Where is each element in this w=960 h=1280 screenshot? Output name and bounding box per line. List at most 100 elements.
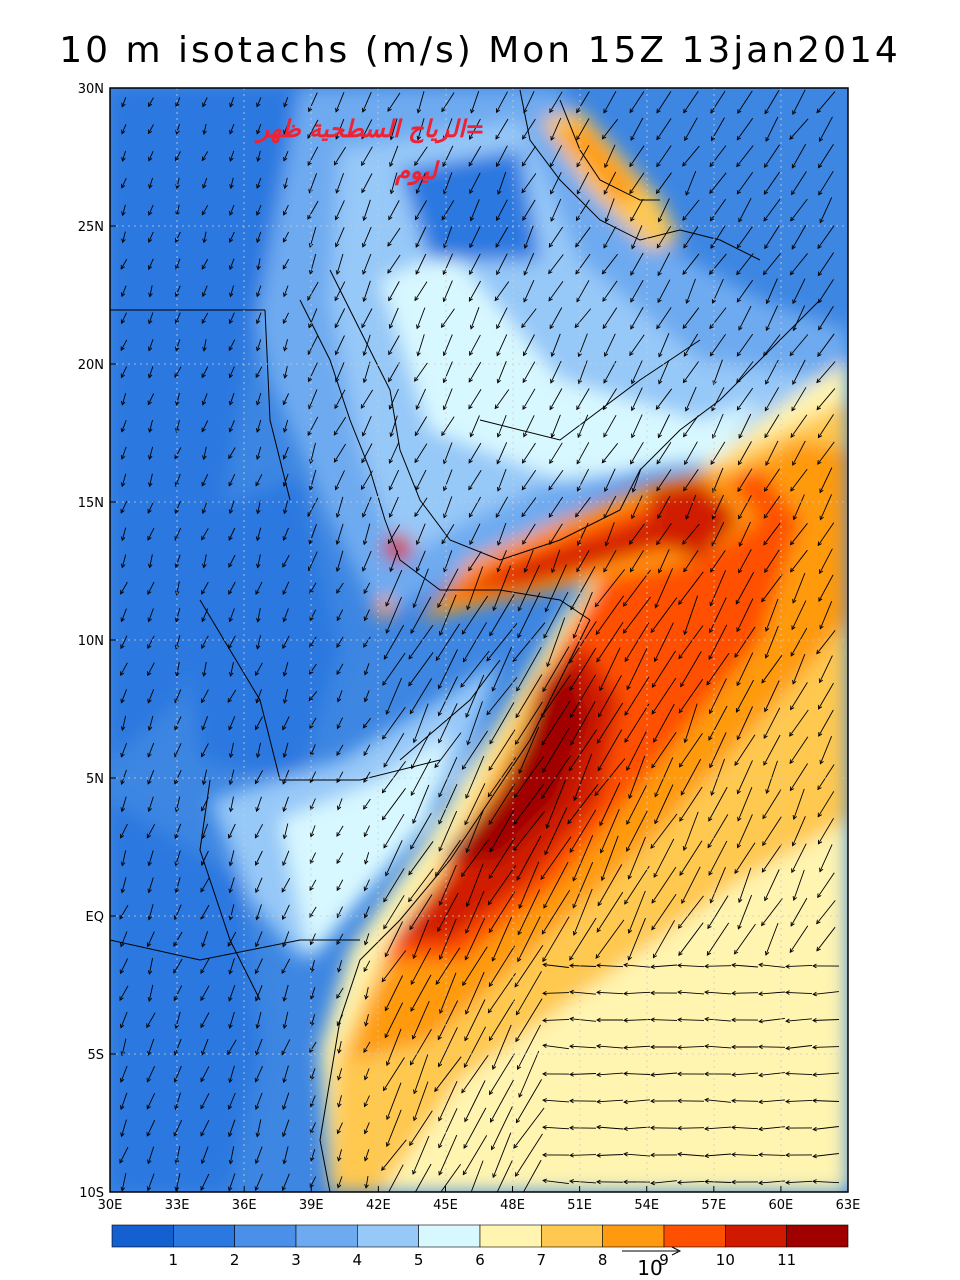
wind-vector-head [385,1142,391,1148]
wind-vector [413,568,429,608]
wind-vector [467,701,483,745]
wind-vector-head [758,1044,763,1050]
wind-vector-head [282,834,288,840]
wind-vector [121,769,127,785]
wind-vector [514,944,544,988]
wind-vector-head [121,157,126,162]
wind-vector-head [790,705,795,711]
wind-vector-head [415,567,421,573]
wind-vector-head [386,1115,391,1121]
wind-vector [516,835,542,881]
wind-vector [713,359,723,385]
wind-vector-head [464,1036,469,1042]
wind-vector [495,118,509,140]
wind-vector [462,730,488,770]
wind-vector-head [437,927,442,933]
wind-vector [573,888,593,936]
wind-vector-head [200,860,206,866]
wind-vector-head [549,459,554,464]
wind-vector-head [604,217,610,223]
wind-vector [389,388,399,410]
wind-vector-head [789,786,795,792]
wind-vector-head [791,163,796,169]
wind-vector [548,496,564,518]
wind-vector-head [334,485,339,491]
wind-vector [677,964,705,968]
wind-vector-head [174,725,179,731]
wind-vector-head [415,189,421,195]
wind-vector-head [147,373,153,379]
wind-vector [792,653,806,685]
wind-vector [496,199,508,221]
wind-vector-head [281,969,286,975]
wind-vector [543,964,569,968]
wind-vector-head [463,1144,468,1149]
wind-vector [512,622,546,662]
wind-vector [818,574,834,602]
wind-vector [488,837,516,879]
colorbar-swatch [111,1224,174,1248]
wind-vector-head [548,296,553,302]
wind-vector-head [818,731,823,737]
wind-vector [790,897,808,927]
wind-vector [736,253,754,275]
wind-vector [677,1045,705,1049]
wind-vector-head [148,482,153,488]
wind-vector-head [336,616,341,622]
wind-vector-head [711,136,716,142]
wind-vector-head [623,1179,628,1185]
wind-vector [201,608,209,622]
wind-vector-head [146,833,151,839]
wind-vector-head [333,160,339,166]
wind-vector-head [228,1078,233,1084]
wind-vector [629,172,645,194]
wind-vector [309,906,317,918]
wind-vector-head [148,292,153,298]
wind-vector [361,146,373,166]
wind-vector [790,253,808,275]
wind-vector [283,1011,289,1029]
wind-vector [468,551,482,571]
wind-vector-head [736,351,742,357]
wind-vector [148,339,154,351]
wind-vector [709,597,727,633]
wind-vector [683,361,699,383]
wind-vector [440,1164,461,1192]
wind-vector [229,500,235,514]
wind-vector-head [363,697,369,703]
wind-vector [704,1153,732,1157]
wind-vector-head [789,135,794,140]
wind-vector-head [148,428,153,433]
wind-vector-head [254,1186,259,1192]
wind-vector [704,1126,732,1130]
wind-vector-head [201,589,206,595]
wind-vector [413,1081,429,1121]
wind-vector-head [461,629,467,635]
wind-vector [334,281,346,301]
wind-vector [443,550,453,572]
wind-vector-head [521,323,526,329]
wind-vector-head [572,930,578,936]
wind-vector-head [336,588,341,594]
wind-vector-head [334,215,340,221]
wind-vector [415,226,427,248]
wind-vector-head [228,1024,233,1029]
wind-vector [414,443,428,463]
lon-label: 60E [769,1198,794,1213]
wind-vector-head [309,643,314,648]
wind-vector [706,652,730,686]
wind-vector [705,1018,731,1022]
wind-vector-head [819,218,824,224]
wind-vector-head [790,486,795,492]
wind-vector-head [734,761,739,766]
wind-vector [468,470,482,490]
wind-vector [147,689,155,703]
wind-vector-head [738,217,743,223]
wind-vector [149,285,153,297]
wind-vector-head [488,766,493,772]
wind-vector [255,581,263,595]
wind-vector-head [548,242,554,248]
wind-vector-head [516,686,521,692]
wind-vector [435,839,461,877]
wind-vector-head [442,378,448,384]
